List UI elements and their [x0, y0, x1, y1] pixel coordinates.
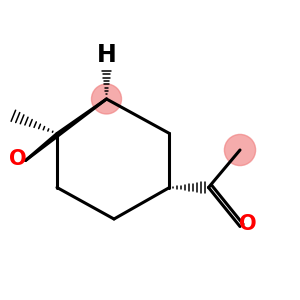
- Text: O: O: [9, 149, 27, 169]
- Text: H: H: [97, 44, 116, 68]
- Circle shape: [92, 84, 122, 114]
- Text: O: O: [239, 214, 256, 233]
- Circle shape: [224, 134, 256, 166]
